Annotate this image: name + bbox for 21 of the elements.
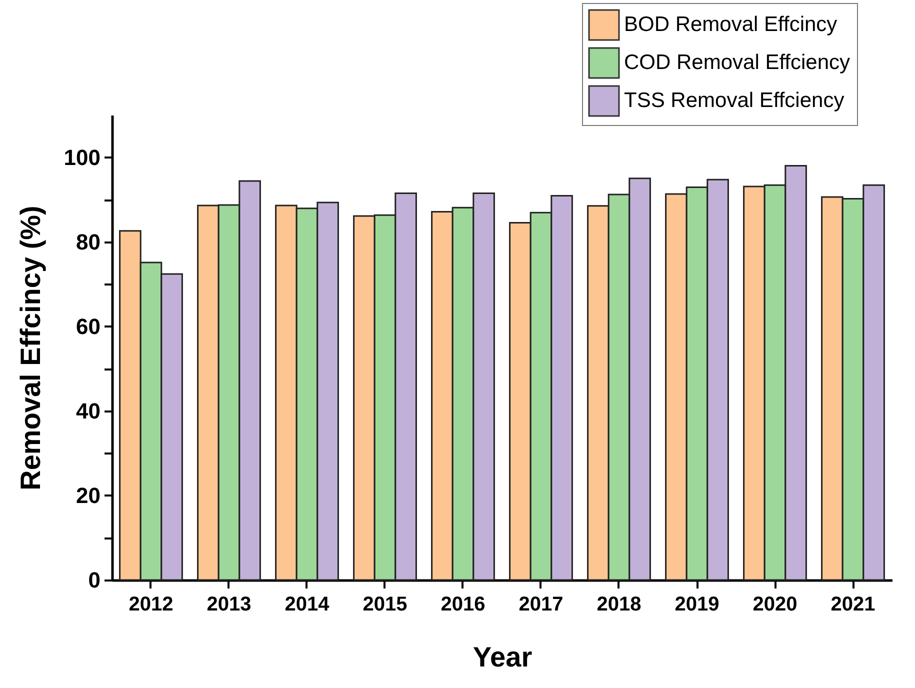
x-tick-label: 2021 bbox=[830, 594, 876, 616]
x-tick-label: 2012 bbox=[128, 594, 174, 616]
x-tick-label: 2014 bbox=[284, 594, 330, 616]
x-tick-label: 2019 bbox=[674, 594, 720, 616]
y-tick-label: 80 bbox=[76, 229, 100, 254]
legend-label: BOD Removal Effcincy bbox=[624, 13, 838, 36]
x-tick-label: 2013 bbox=[206, 594, 252, 616]
legend-label: TSS Removal Effciency bbox=[624, 89, 845, 112]
x-tick-label: 2015 bbox=[362, 594, 408, 616]
y-tick-label: 40 bbox=[76, 398, 100, 424]
x-tick-label: 2018 bbox=[596, 594, 642, 616]
y-tick-label: 60 bbox=[76, 314, 100, 339]
x-tick-label: 2020 bbox=[752, 594, 798, 616]
y-tick-label: 20 bbox=[76, 482, 100, 508]
y-tick-label: 0 bbox=[88, 568, 100, 592]
x-tick-label: 2016 bbox=[440, 594, 486, 616]
x-tick-label: 2017 bbox=[518, 594, 564, 616]
x-axis-title: Year bbox=[472, 642, 532, 672]
legend-label: COD Removal Effciency bbox=[624, 51, 851, 74]
y-tick-label: 100 bbox=[64, 144, 100, 170]
y-axis-title: Removal Effcincy (%) bbox=[14, 206, 46, 490]
